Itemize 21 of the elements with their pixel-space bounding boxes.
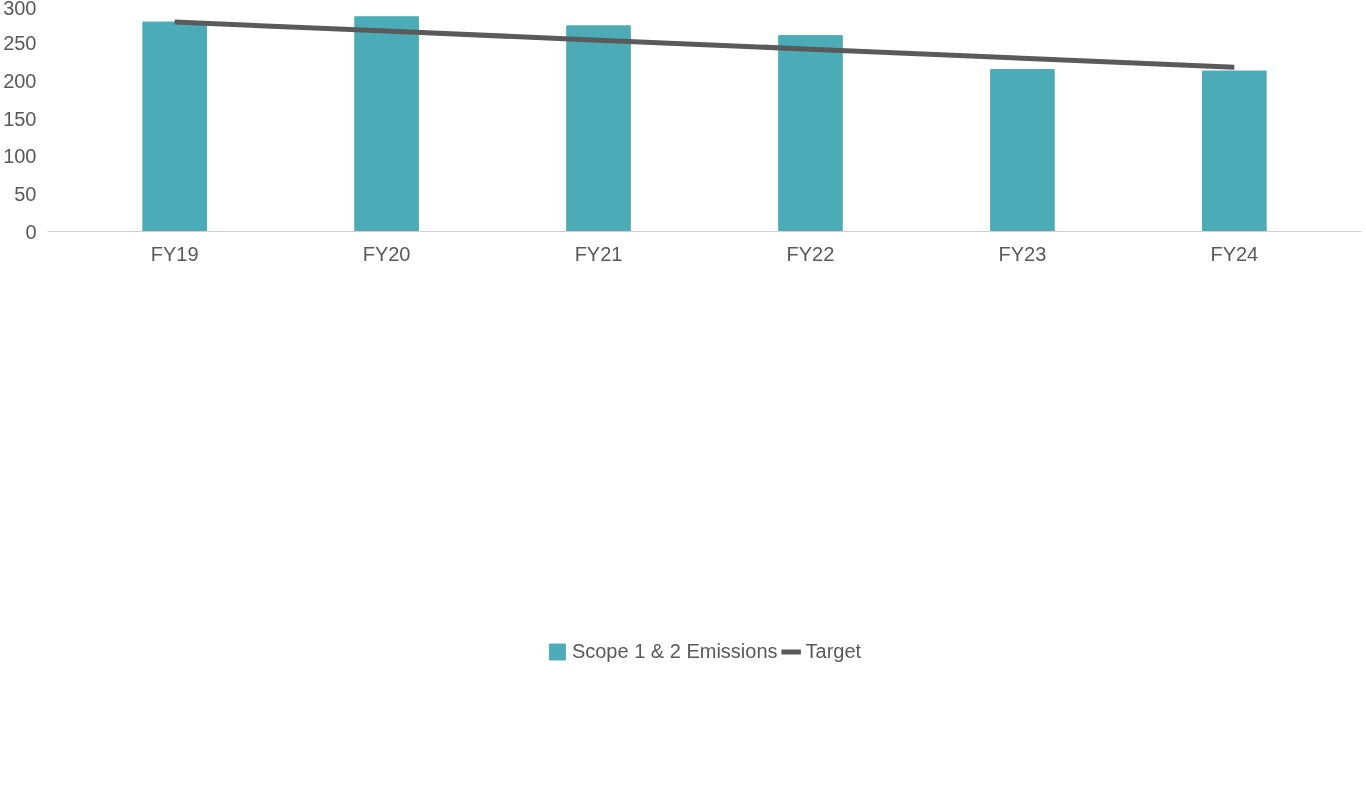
x-tick-label: FY20 xyxy=(362,242,411,265)
y-tick-label: 200 xyxy=(3,69,37,92)
y-tick-label: 250 xyxy=(3,32,37,55)
x-tick-label: FY23 xyxy=(998,242,1047,265)
legend-label: Target xyxy=(805,639,862,663)
y-tick-label: 0 xyxy=(25,220,37,243)
bar xyxy=(142,21,207,232)
bar xyxy=(778,35,843,232)
bar xyxy=(1202,70,1267,232)
x-tick-label: FY24 xyxy=(1210,242,1259,265)
bar xyxy=(354,16,419,232)
y-tick-label: 100 xyxy=(3,145,37,168)
legend-label: Scope 1 & 2 Emissions xyxy=(571,639,778,663)
x-tick-label: FY22 xyxy=(786,242,835,265)
y-tick-label: 300 xyxy=(3,0,37,19)
y-tick-label: 150 xyxy=(3,107,37,130)
y-tick-label: 50 xyxy=(14,182,37,205)
x-tick-label: FY19 xyxy=(150,242,199,265)
bar xyxy=(990,69,1055,232)
bar xyxy=(566,25,631,232)
x-tick-label: FY21 xyxy=(574,242,623,265)
